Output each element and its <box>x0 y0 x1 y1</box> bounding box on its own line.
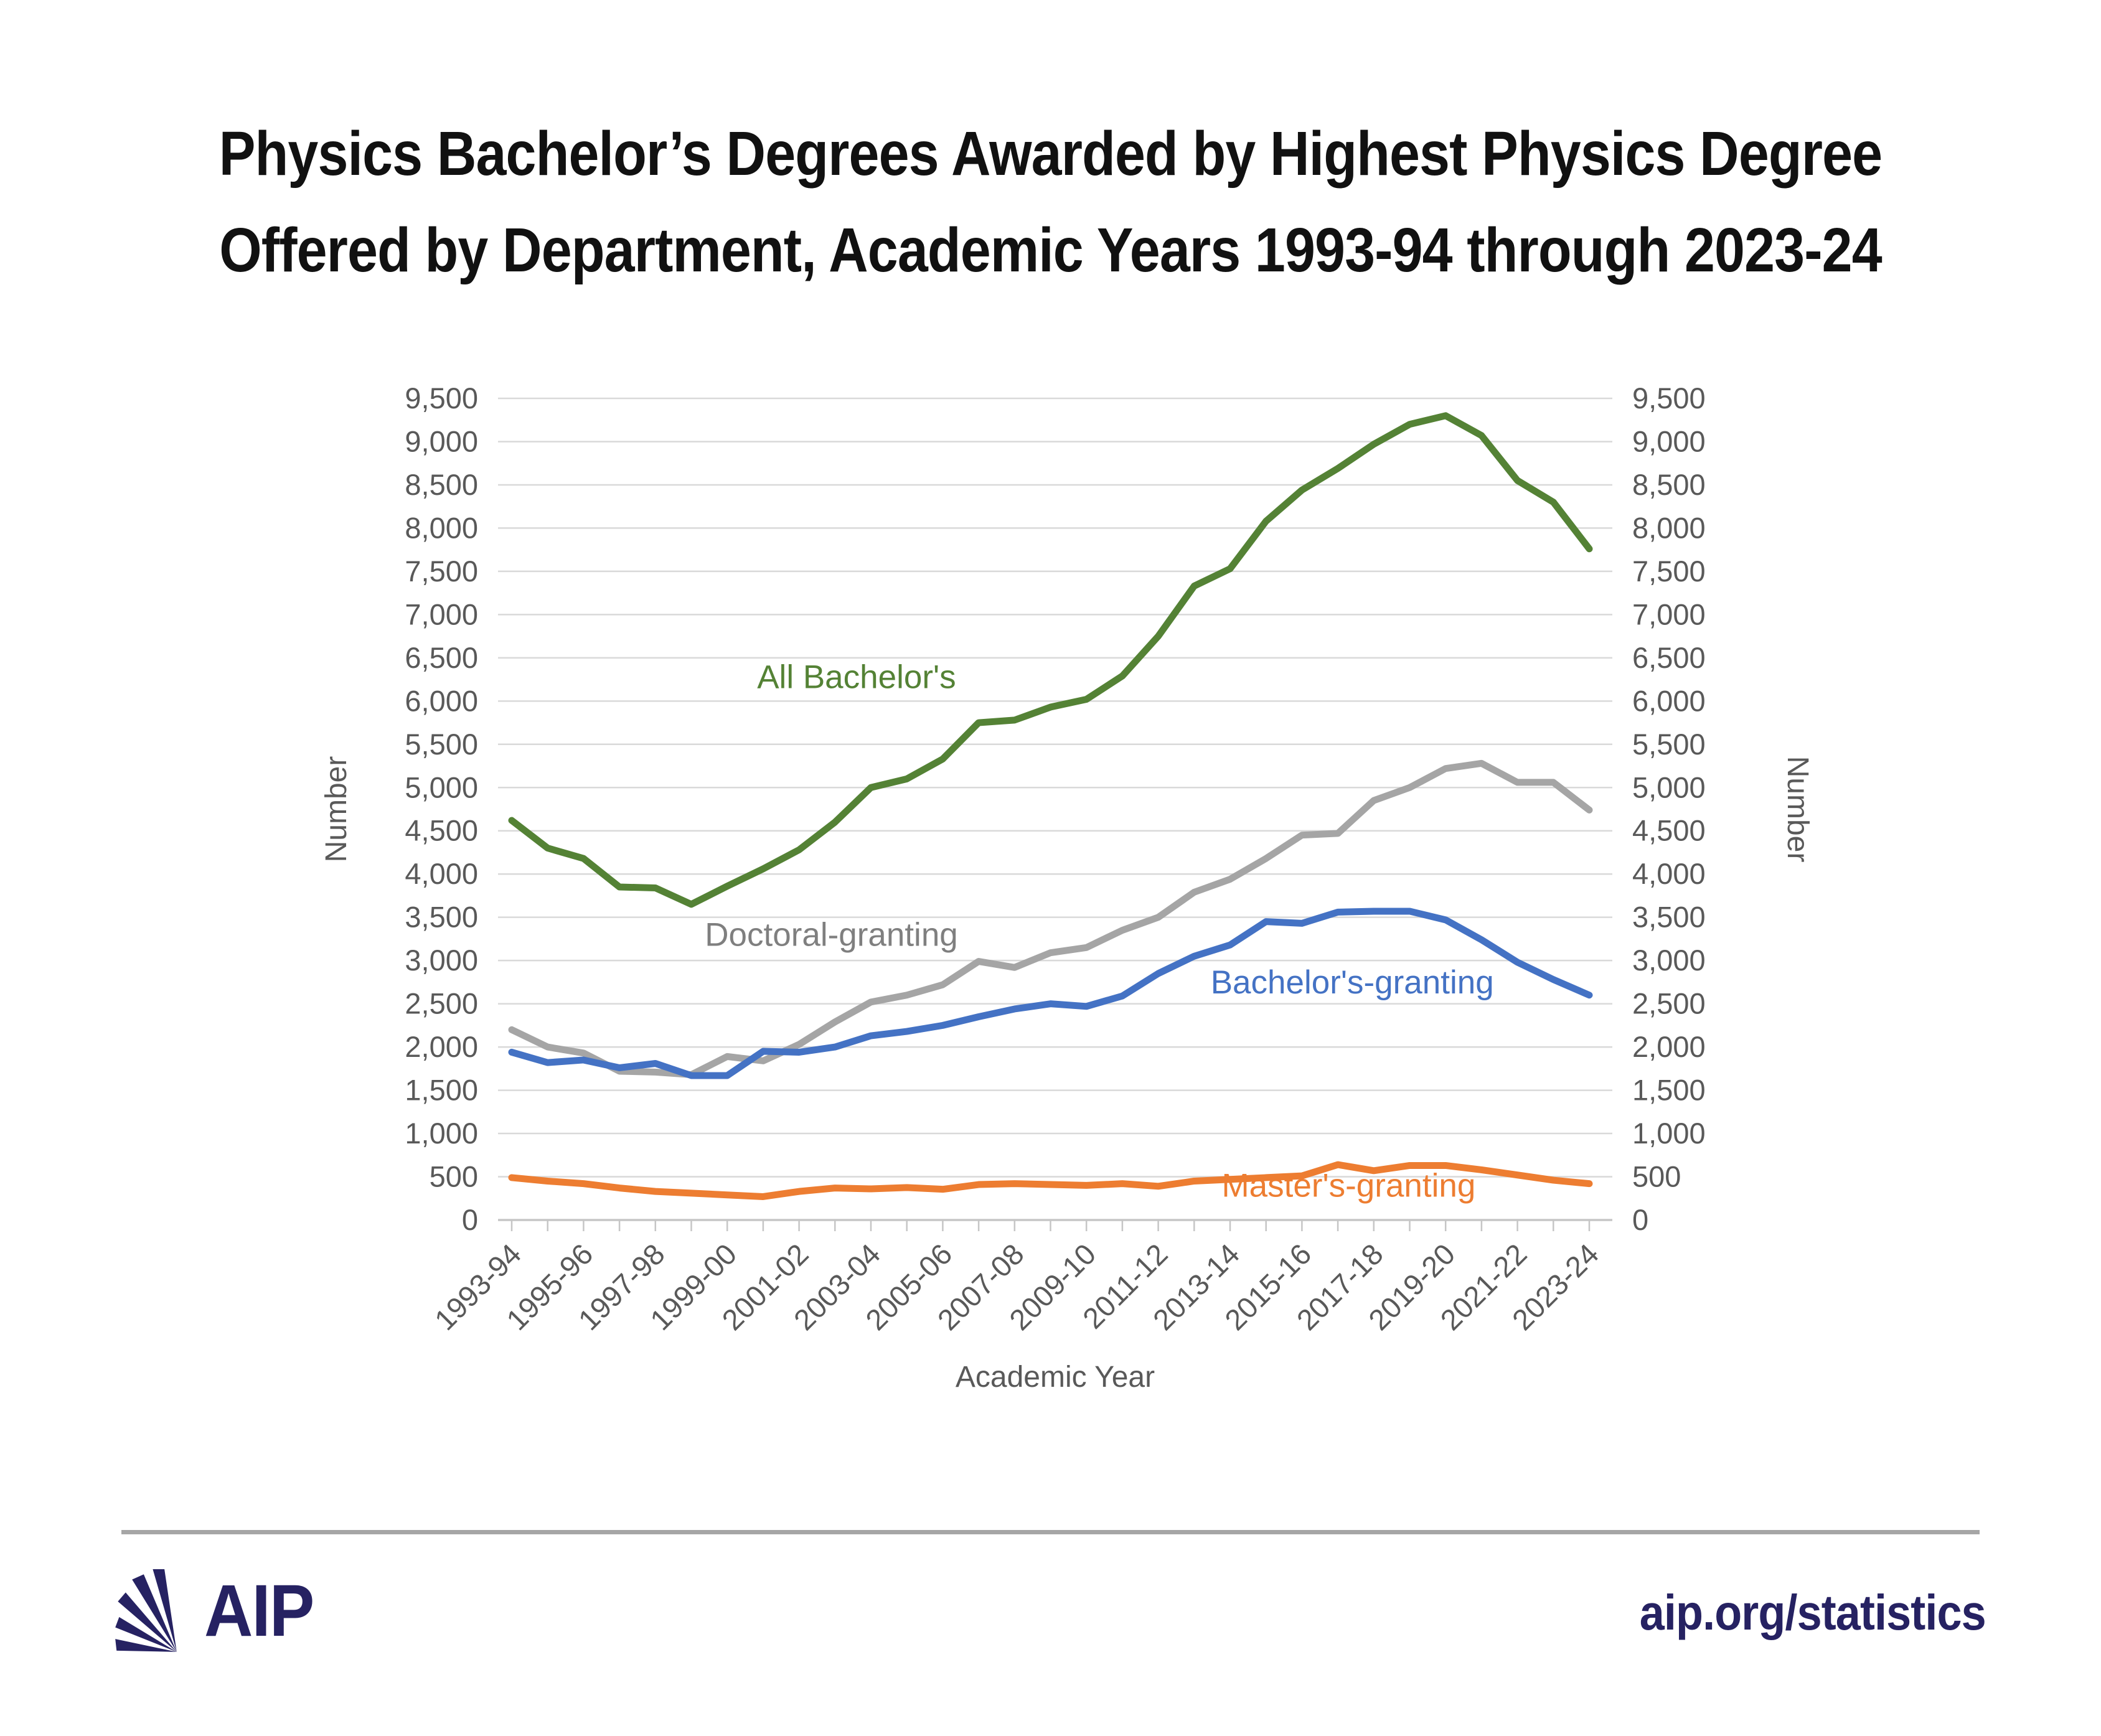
y-tick-label-right: 9,500 <box>1632 382 1706 415</box>
y-tick-label-right: 3,000 <box>1632 944 1706 977</box>
y-tick-label-right: 2,000 <box>1632 1030 1706 1063</box>
y-tick-label-left: 8,000 <box>405 511 478 544</box>
y-axis-title-left: Number <box>320 756 353 863</box>
y-tick-label-right: 9,000 <box>1632 425 1706 457</box>
y-tick-label-left: 7,000 <box>405 598 478 631</box>
y-tick-label-left: 1,000 <box>405 1117 478 1150</box>
chart-title: Physics Bachelor’s Degrees Awarded by Hi… <box>0 106 2101 299</box>
y-tick-label-left: 4,000 <box>405 857 478 890</box>
y-tick-label-left: 6,500 <box>405 641 478 674</box>
y-tick-label-right: 1,500 <box>1632 1074 1706 1107</box>
y-tick-label-left: 2,500 <box>405 987 478 1020</box>
y-tick-label-right: 8,000 <box>1632 511 1706 544</box>
y-tick-label-right: 7,500 <box>1632 555 1706 588</box>
x-axis-title: Academic Year <box>956 1361 1155 1394</box>
aip-statistics-link[interactable]: aip.org/statistics <box>1640 1585 1986 1640</box>
series-label-bachelor-s-granting: Bachelor's-granting <box>1211 964 1494 1001</box>
footer-divider <box>121 1530 1980 1534</box>
y-tick-label-left: 2,000 <box>405 1030 478 1063</box>
series-line-all-bachelor-s <box>508 412 1593 908</box>
y-axis-title-right: Number <box>1781 756 1814 863</box>
y-tick-label-left: 4,500 <box>405 814 478 847</box>
series-label-master-s-granting: Master's-granting <box>1222 1167 1476 1204</box>
series-line-bachelor-s-granting <box>508 908 1593 1079</box>
y-tick-label-left: 5,500 <box>405 728 478 761</box>
y-tick-label-right: 3,500 <box>1632 901 1706 934</box>
y-tick-label-left: 500 <box>430 1160 478 1193</box>
y-tick-label-right: 6,000 <box>1632 684 1706 717</box>
y-tick-label-right: 6,500 <box>1632 641 1706 674</box>
y-tick-label-left: 3,000 <box>405 944 478 977</box>
series-label-all-bachelor-s: All Bachelor's <box>757 659 956 695</box>
aip-logo: AIP <box>115 1569 323 1653</box>
y-tick-label-right: 7,000 <box>1632 598 1706 631</box>
aip-logo-text: AIP <box>204 1570 314 1652</box>
y-tick-label-right: 5,000 <box>1632 771 1706 804</box>
aip-rays-icon <box>115 1569 177 1652</box>
y-tick-label-left: 7,500 <box>405 555 478 588</box>
y-tick-label-left: 8,500 <box>405 468 478 501</box>
y-tick-label-left: 5,000 <box>405 771 478 804</box>
y-tick-label-right: 0 <box>1632 1203 1648 1236</box>
y-tick-label-left: 9,000 <box>405 425 478 457</box>
y-tick-label-right: 500 <box>1632 1160 1681 1193</box>
y-tick-label-left: 9,500 <box>405 382 478 415</box>
series-line-master-s-granting <box>508 1161 1593 1200</box>
y-tick-label-left: 3,500 <box>405 901 478 934</box>
chart-title-line-2: Offered by Department, Academic Years 19… <box>219 215 1882 285</box>
series-label-doctoral-granting: Doctoral-granting <box>705 916 958 953</box>
y-tick-label-right: 1,000 <box>1632 1117 1706 1150</box>
y-tick-label-right: 4,000 <box>1632 857 1706 890</box>
chart-title-line-1: Physics Bachelor’s Degrees Awarded by Hi… <box>219 119 1882 189</box>
y-tick-label-right: 4,500 <box>1632 814 1706 847</box>
y-tick-label-left: 0 <box>462 1203 478 1236</box>
y-tick-label-right: 2,500 <box>1632 987 1706 1020</box>
y-tick-label-left: 6,000 <box>405 684 478 717</box>
y-tick-label-left: 1,500 <box>405 1074 478 1107</box>
y-tick-label-right: 8,500 <box>1632 468 1706 501</box>
y-tick-label-right: 5,500 <box>1632 728 1706 761</box>
